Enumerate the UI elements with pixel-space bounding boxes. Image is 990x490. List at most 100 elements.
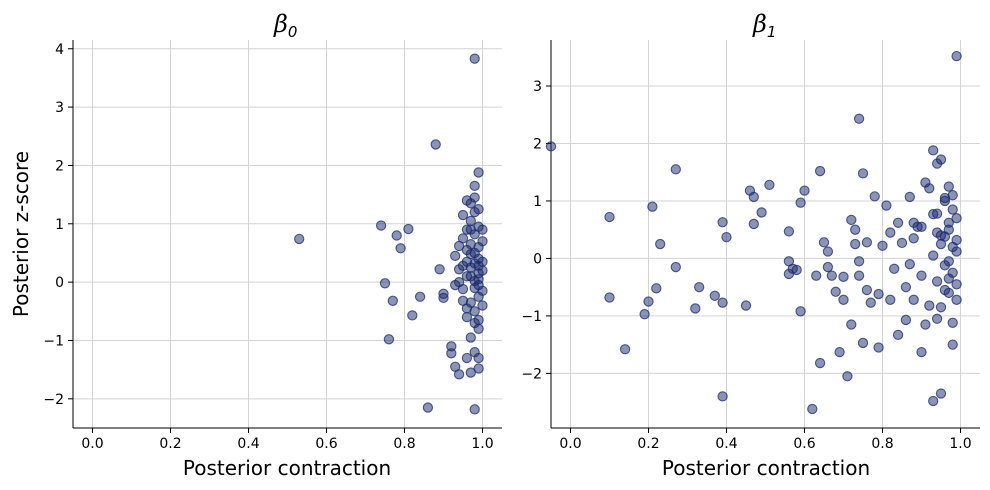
scatter-point: [822, 261, 834, 273]
scatter-point: [931, 208, 943, 219]
scatter-point: [469, 404, 480, 415]
scatter-point: [822, 246, 834, 257]
scatter-point: [756, 207, 767, 218]
grid-beta-1: [551, 40, 980, 428]
scatter-point: [383, 334, 395, 345]
scatter-point: [935, 302, 947, 313]
y-tick-label: 1: [55, 217, 64, 233]
scatter-point: [892, 217, 904, 228]
scatter-point: [807, 403, 818, 415]
scatter-point: [453, 369, 465, 380]
scatter-point: [873, 342, 884, 353]
scatter-point: [885, 227, 896, 238]
x-tick-label: 0.2: [637, 436, 659, 452]
scatter-point: [869, 191, 880, 202]
y-tick-label: 2: [533, 136, 542, 152]
x-tick-label: 0.8: [393, 436, 415, 452]
scatter-point: [461, 352, 473, 364]
scatter-point: [943, 287, 954, 299]
scatter-point: [916, 346, 927, 358]
y-tick-label: 3: [533, 79, 542, 95]
x-tick-label: 1.0: [471, 436, 493, 452]
y-tick-label: 0: [55, 275, 64, 291]
scatter-point: [842, 371, 853, 382]
ticks-beta-0: 0.0 0.2 0.4 0.6 0.8 1.0 −2 −1 0 1 2 3 4: [43, 42, 493, 452]
scatter-point: [951, 279, 962, 290]
scatter-point: [877, 240, 888, 251]
scatter-point: [717, 391, 728, 402]
scatter-point: [461, 195, 473, 206]
panel-beta-0: 0.0 0.2 0.4 0.6 0.8 1.0 −2 −1 0 1 2 3 4 β0 Posterior…: [9, 10, 502, 480]
scatter-point: [853, 256, 865, 267]
chart-title-beta-1: β1: [752, 10, 776, 41]
scatter-point: [450, 250, 461, 262]
y-tick-label: 0: [533, 251, 542, 267]
scatter-point: [647, 201, 658, 212]
scatter-point: [811, 270, 822, 281]
scatter-point: [826, 270, 837, 281]
scatter-point: [838, 294, 849, 305]
scatter-point: [834, 346, 845, 358]
scatter-point: [861, 237, 873, 248]
scatter-point: [764, 179, 775, 191]
scatter-point: [473, 363, 484, 374]
scatter-point: [604, 292, 615, 303]
scatter-point: [461, 303, 473, 314]
scatter-point: [857, 337, 869, 349]
scatter-point: [814, 357, 826, 369]
scatter-point: [709, 290, 720, 301]
scatter-point: [904, 259, 915, 270]
scatter-point: [853, 113, 865, 124]
scatter-point: [892, 329, 904, 341]
y-tick-label: 4: [55, 42, 64, 58]
scatter-point: [916, 221, 927, 232]
x-tick-label: 0.6: [793, 436, 815, 452]
scatter-point: [951, 213, 962, 224]
scatter-point: [795, 197, 806, 208]
scatter-point: [783, 226, 795, 237]
scatter-point: [947, 267, 958, 278]
scatter-point: [947, 190, 958, 201]
scatter-point: [643, 296, 654, 307]
scatter-point: [889, 263, 900, 274]
scatter-point: [947, 204, 958, 215]
panel-beta-1: 0.0 0.2 0.4 0.6 0.8 1.0 −2 −1 0 1 2 3 β1 Posterior …: [521, 10, 980, 480]
scatter-point: [465, 332, 476, 343]
scatter-point: [943, 181, 954, 192]
scatter-point: [920, 319, 931, 330]
scatter-point: [379, 278, 391, 289]
scatter-point: [619, 344, 631, 355]
x-tick-label: 0.8: [871, 436, 893, 452]
scatter-point: [422, 402, 434, 413]
scatter-point: [861, 284, 873, 296]
scatter-point: [639, 309, 650, 320]
scatter-point: [900, 314, 912, 326]
scatter-point: [853, 270, 865, 281]
x-tick-label: 0.4: [237, 436, 259, 452]
scatter-point: [908, 233, 919, 244]
scatter-point: [457, 209, 469, 221]
y-tick-label: −2: [521, 366, 542, 382]
scatter-point: [717, 297, 728, 308]
scatter-point: [814, 165, 826, 177]
scatter-point: [655, 238, 666, 250]
scatter-point: [477, 300, 488, 311]
scatter-point: [748, 218, 759, 230]
x-tick-label: 0.6: [315, 436, 337, 452]
scatter-point: [469, 206, 480, 218]
scatter-point: [885, 294, 896, 305]
scatter-point: [473, 221, 484, 232]
scatter-point: [414, 291, 426, 302]
scatter-point: [670, 261, 681, 273]
scatter-point: [690, 303, 701, 314]
scatter-point: [457, 283, 469, 295]
scatter-point: [795, 306, 806, 317]
x-tick-label: 1.0: [949, 436, 971, 452]
scatter-point: [931, 313, 943, 324]
scatter-point: [740, 300, 752, 311]
x-axis-label-beta-0: Posterior contraction: [183, 456, 391, 480]
scatter-point: [375, 220, 387, 231]
scatter-point: [850, 238, 861, 250]
y-tick-label: 1: [533, 194, 542, 210]
